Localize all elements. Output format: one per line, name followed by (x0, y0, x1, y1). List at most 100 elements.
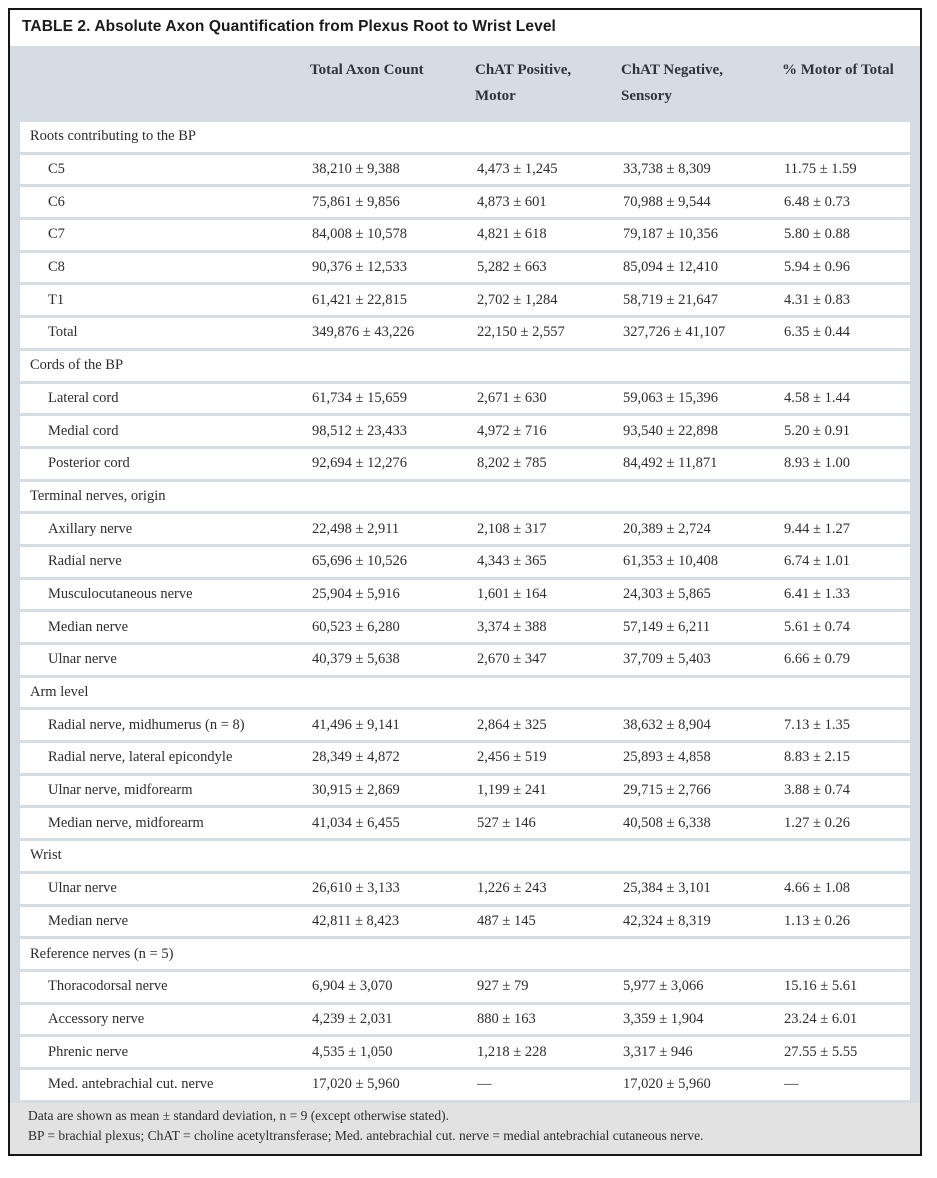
cell-chat-positive-motor: 2,670 ± 347 (477, 651, 547, 668)
cell-total-axon-count: 42,811 ± 8,423 (312, 912, 400, 929)
table-row: Musculocutaneous nerve 25,904 ± 5,916 1,60… (20, 579, 910, 610)
cell-total-axon-count: 65,696 ± 10,526 (312, 553, 407, 570)
table-row: C5 38,210 ± 9,388 4,473 ± 1,245 33,738 ± 8,… (20, 154, 910, 185)
row-label: Radial nerve, lateral epicondyle (48, 749, 233, 766)
cell-chat-negative-sensory: 20,389 ± 2,724 (623, 520, 711, 537)
cell-chat-positive-motor: 3,374 ± 388 (477, 618, 547, 635)
table-row: Posterior cord 92,694 ± 12,276 8,202 ± 785… (20, 448, 910, 479)
cell-pct-motor-of-total: 4.58 ± 1.44 (784, 389, 850, 406)
cell-total-axon-count: 38,210 ± 9,388 (312, 161, 400, 178)
table-row: Medial cord 98,512 ± 23,433 4,972 ± 716 93,… (20, 416, 910, 446)
cell-pct-motor-of-total: 5.80 ± 0.88 (784, 226, 850, 243)
table-row: Lateral cord 61,734 ± 15,659 2,671 ± 630 59… (20, 383, 910, 414)
table-body: Roots contributing to the BP C5 38,210 ± 9… (10, 118, 920, 1103)
cell-chat-positive-motor: — (477, 1076, 492, 1093)
table-row: Median nerve 60,523 ± 6,280 3,374 ± 388 57,… (20, 612, 910, 642)
table-row: T1 61,421 ± 22,815 2,702 ± 1,284 58,719 ± 2… (20, 285, 910, 316)
cell-chat-negative-sensory: 37,709 ± 5,403 (623, 651, 711, 668)
section-title: Reference nerves (n = 5) (30, 945, 174, 962)
section-title: Arm level (30, 684, 89, 701)
cell-chat-positive-motor: 5,282 ± 663 (477, 259, 547, 276)
cell-total-axon-count: 28,349 ± 4,872 (312, 749, 400, 766)
cell-chat-negative-sensory: 59,063 ± 15,396 (623, 389, 718, 406)
cell-chat-positive-motor: 1,199 ± 241 (477, 782, 547, 799)
cell-chat-negative-sensory: 57,149 ± 6,211 (623, 618, 711, 635)
row-label: Musculocutaneous nerve (48, 585, 193, 602)
cell-chat-negative-sensory: 5,977 ± 3,066 (623, 978, 704, 995)
cell-chat-positive-motor: 2,702 ± 1,284 (477, 291, 558, 308)
table-row: Ulnar nerve 26,610 ± 3,133 1,226 ± 243 25,3… (20, 873, 910, 904)
table-row: Axillary nerve 22,498 ± 2,911 2,108 ± 317 2… (20, 514, 910, 544)
cell-chat-negative-sensory: 42,324 ± 8,319 (623, 912, 711, 929)
row-label: C7 (48, 226, 65, 243)
cell-pct-motor-of-total: 4.31 ± 0.83 (784, 291, 850, 308)
column-header-row: Total Axon Count ChAT Positive, Motor Ch… (10, 46, 920, 118)
row-label: Medial cord (48, 422, 119, 439)
cell-total-axon-count: 90,376 ± 12,533 (312, 259, 407, 276)
row-label: Phrenic nerve (48, 1043, 129, 1060)
cell-total-axon-count: 41,496 ± 9,141 (312, 716, 400, 733)
row-label: Ulnar nerve, midforearm (48, 782, 193, 799)
cell-chat-positive-motor: 880 ± 163 (477, 1010, 536, 1027)
cell-total-axon-count: 41,034 ± 6,455 (312, 814, 400, 831)
cell-chat-negative-sensory: 327,726 ± 41,107 (623, 324, 726, 341)
row-label: Radial nerve (48, 553, 122, 570)
cell-total-axon-count: 25,904 ± 5,916 (312, 585, 400, 602)
cell-total-axon-count: 4,535 ± 1,050 (312, 1043, 393, 1060)
cell-total-axon-count: 4,239 ± 2,031 (312, 1010, 393, 1027)
table-row: Total 349,876 ± 43,226 22,150 ± 2,557 327,7… (20, 318, 910, 348)
row-label: Thoracodorsal nerve (48, 978, 168, 995)
cell-total-axon-count: 6,904 ± 3,070 (312, 978, 393, 995)
cell-chat-positive-motor: 22,150 ± 2,557 (477, 324, 565, 341)
cell-pct-motor-of-total: 6.35 ± 0.44 (784, 324, 850, 341)
cell-chat-negative-sensory: 70,988 ± 9,544 (623, 193, 711, 210)
cell-chat-negative-sensory: 25,893 ± 4,858 (623, 749, 711, 766)
table-row: C7 84,008 ± 10,578 4,821 ± 618 79,187 ± 10,… (20, 220, 910, 250)
cell-chat-negative-sensory: 38,632 ± 8,904 (623, 716, 711, 733)
cell-chat-positive-motor: 2,456 ± 519 (477, 749, 547, 766)
cell-total-axon-count: 60,523 ± 6,280 (312, 618, 400, 635)
cell-total-axon-count: 92,694 ± 12,276 (312, 455, 407, 472)
section-header-row: Terminal nerves, origin (20, 481, 910, 512)
row-label: Ulnar nerve (48, 880, 117, 897)
cell-chat-positive-motor: 1,601 ± 164 (477, 585, 547, 602)
column-header-empty (28, 57, 146, 118)
row-label: C6 (48, 193, 65, 210)
cell-pct-motor-of-total: 1.27 ± 0.26 (784, 814, 850, 831)
cell-chat-positive-motor: 487 ± 145 (477, 912, 536, 929)
cell-chat-positive-motor: 527 ± 146 (477, 814, 536, 831)
table-row: Ulnar nerve, midforearm 30,915 ± 2,869 1,1… (20, 775, 910, 806)
cell-pct-motor-of-total: 15.16 ± 5.61 (784, 978, 858, 995)
cell-chat-negative-sensory: 40,508 ± 6,338 (623, 814, 711, 831)
cell-pct-motor-of-total: 4.66 ± 1.08 (784, 880, 850, 897)
footnote-line: Data are shown as mean ± standard deviat… (28, 1107, 450, 1123)
section-header-row: Reference nerves (n = 5) (20, 939, 910, 969)
cell-total-axon-count: 61,421 ± 22,815 (312, 291, 407, 308)
table-row: Accessory nerve 4,239 ± 2,031 880 ± 163 3,3… (20, 1004, 910, 1035)
table-row: Median nerve, midforearm 41,034 ± 6,455 52… (20, 808, 910, 839)
cell-chat-negative-sensory: 3,359 ± 1,904 (623, 1010, 704, 1027)
cell-chat-positive-motor: 2,671 ± 630 (477, 389, 547, 406)
table-frame: TABLE 2. Absolute Axon Quantification fr… (8, 8, 922, 1156)
cell-total-axon-count: 26,610 ± 3,133 (312, 880, 400, 897)
cell-pct-motor-of-total: — (784, 1076, 799, 1093)
cell-total-axon-count: 75,861 ± 9,856 (312, 193, 400, 210)
cell-chat-negative-sensory: 3,317 ± 946 (623, 1043, 693, 1060)
cell-pct-motor-of-total: 8.83 ± 2.15 (784, 749, 850, 766)
cell-chat-positive-motor: 4,343 ± 365 (477, 553, 547, 570)
cell-total-axon-count: 84,008 ± 10,578 (312, 226, 407, 243)
cell-chat-positive-motor: 2,864 ± 325 (477, 716, 547, 733)
column-header-chat-negative-sensory: ChAT Negative, Sensory (621, 62, 723, 104)
cell-pct-motor-of-total: 7.13 ± 1.35 (784, 716, 850, 733)
cell-chat-positive-motor: 927 ± 79 (477, 978, 529, 995)
cell-chat-positive-motor: 8,202 ± 785 (477, 455, 547, 472)
table-footnotes: Data are shown as mean ± standard deviat… (10, 1102, 920, 1154)
table-row: C6 75,861 ± 9,856 4,873 ± 601 70,988 ± 9,54… (20, 187, 910, 218)
row-label: Median nerve (48, 912, 129, 929)
cell-pct-motor-of-total: 6.48 ± 0.73 (784, 193, 850, 210)
cell-total-axon-count: 349,876 ± 43,226 (312, 324, 415, 341)
cell-total-axon-count: 30,915 ± 2,869 (312, 782, 400, 799)
cell-chat-negative-sensory: 84,492 ± 11,871 (623, 455, 718, 472)
section-title: Roots contributing to the BP (30, 128, 196, 145)
